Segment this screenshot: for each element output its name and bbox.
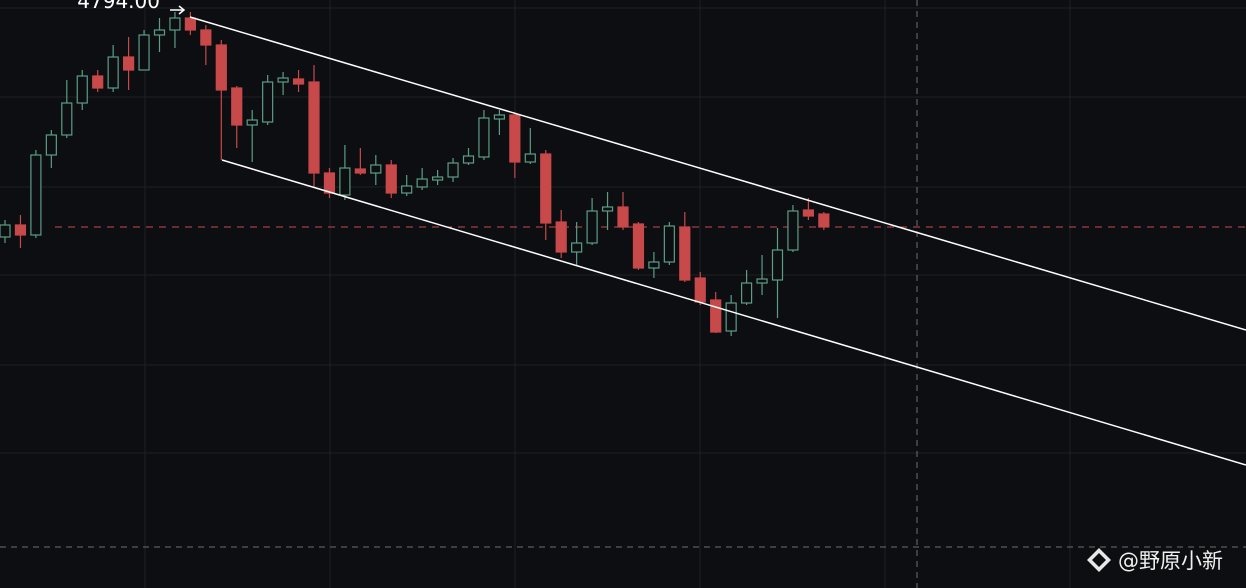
candle-body xyxy=(76,75,88,104)
watermark: @野原小新 xyxy=(1118,549,1223,573)
watermark-logo xyxy=(1087,548,1111,572)
candle-body xyxy=(432,176,444,181)
candle-body xyxy=(45,134,57,156)
candle-body xyxy=(818,213,830,228)
candle-body xyxy=(571,242,583,253)
candle-body xyxy=(447,162,459,178)
candle-body xyxy=(401,185,413,194)
candle-body xyxy=(246,119,258,126)
candle-body xyxy=(184,17,196,31)
candle-body xyxy=(478,117,490,158)
candle-body xyxy=(740,282,753,304)
candle-body xyxy=(0,224,11,238)
candle-body xyxy=(107,56,119,89)
high-arrow xyxy=(170,5,186,15)
candle-body xyxy=(416,178,428,188)
candle-body xyxy=(138,34,150,71)
candle-body xyxy=(262,81,274,123)
candles xyxy=(0,12,830,336)
candle-body xyxy=(462,155,475,164)
candle-body xyxy=(277,77,289,83)
candle-body xyxy=(200,29,212,46)
candle-body xyxy=(215,44,227,91)
candle-body xyxy=(370,164,382,174)
candle-body xyxy=(694,277,706,303)
watermark-group: @野原小新 xyxy=(1087,548,1223,573)
candle-body xyxy=(323,172,336,194)
candle-body xyxy=(509,114,521,163)
candle-body xyxy=(122,56,135,71)
candle-body xyxy=(771,249,784,281)
candle-body xyxy=(292,78,305,85)
candle-body xyxy=(354,168,366,174)
candle-body xyxy=(632,223,645,269)
candle-body xyxy=(92,75,104,89)
candle-body xyxy=(710,299,722,333)
candle-body xyxy=(231,87,243,126)
candle-body xyxy=(663,225,675,263)
candle-body xyxy=(153,29,166,36)
candle-body xyxy=(601,206,614,212)
candle-body xyxy=(648,261,660,269)
candle-body xyxy=(555,221,567,253)
candle-body xyxy=(61,102,73,136)
candle-body xyxy=(339,167,351,196)
candle-body xyxy=(169,17,181,31)
high-label: 4794.00 xyxy=(77,0,160,13)
candle-body xyxy=(679,226,691,281)
candle-body xyxy=(617,206,629,228)
candle-body xyxy=(586,210,598,244)
channel-lower xyxy=(221,159,1246,466)
candle-body xyxy=(756,278,768,284)
candle-body xyxy=(524,153,536,163)
candle-body xyxy=(308,81,320,174)
candle-body xyxy=(787,210,799,251)
candle-body xyxy=(802,209,815,217)
channel-upper xyxy=(189,16,1246,331)
candle-body xyxy=(385,164,397,194)
candle-body xyxy=(725,302,737,332)
candle-body xyxy=(493,114,505,120)
candle-body xyxy=(30,154,42,236)
candle-body xyxy=(540,153,552,224)
candle-body xyxy=(14,224,27,236)
